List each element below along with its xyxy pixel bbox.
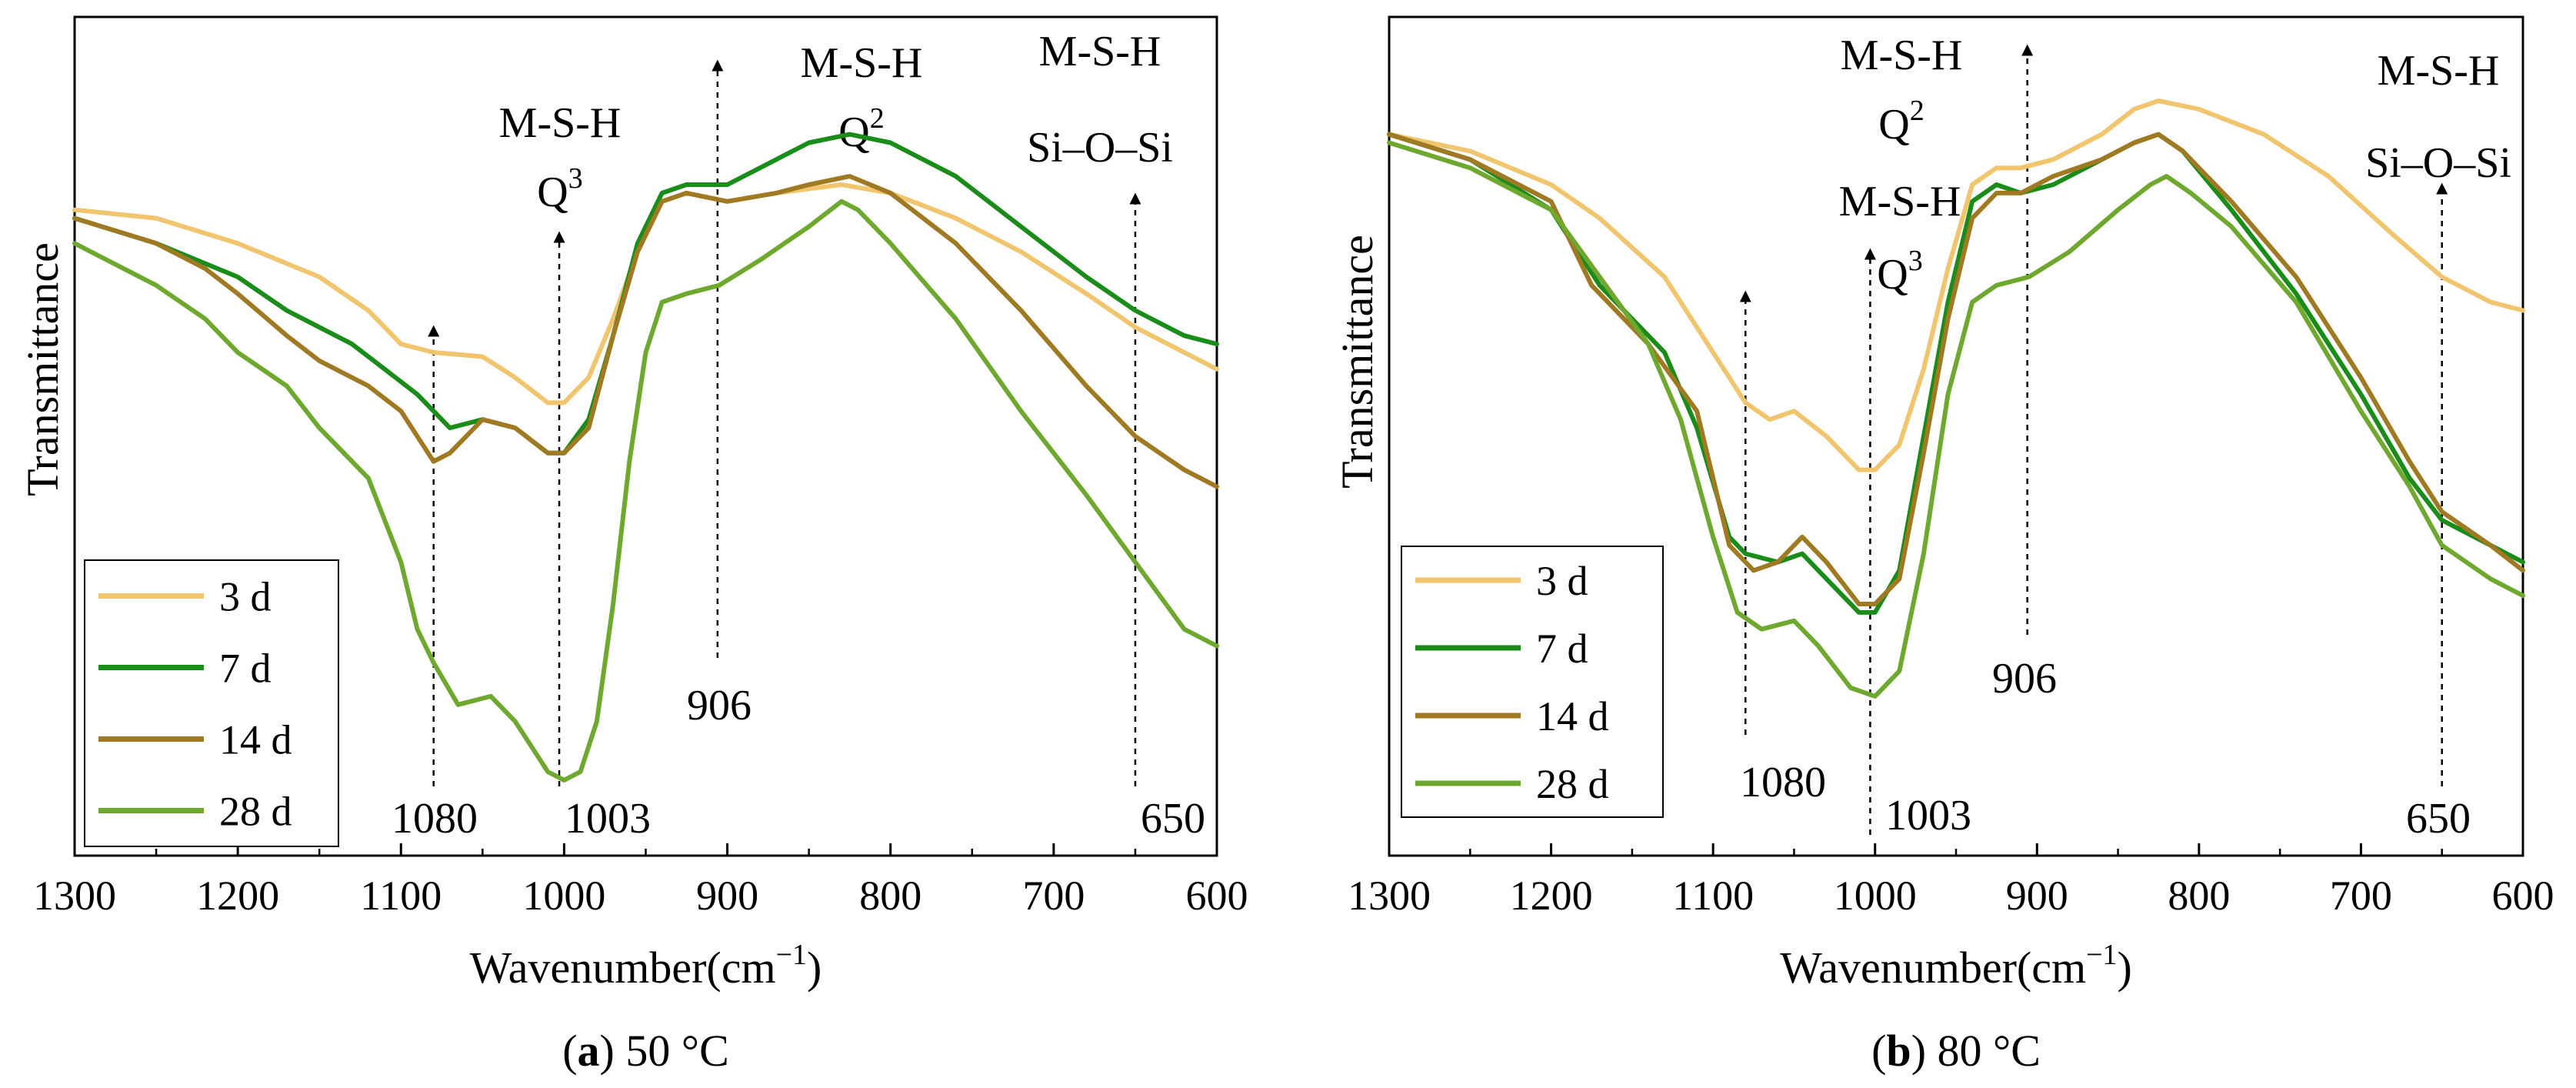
legend: 3 d 7 d 14 d 28 d: [1401, 546, 1664, 818]
series-line-7d: [72, 132, 1219, 456]
caption-title: 80 °C: [1938, 1026, 2041, 1076]
annotation-title-1003: M-S-H: [1839, 178, 1961, 225]
x-axis-title: Wavenumber(cm−1): [470, 939, 822, 993]
x-tick-label: 1000: [1834, 873, 1917, 919]
x-tick-label: 1200: [196, 873, 279, 919]
x-tick-label: 900: [2006, 873, 2068, 919]
annotation-subtitle-1003: Q3: [1877, 245, 1922, 299]
annotation-label-906: 906: [1992, 655, 2057, 703]
x-tick-label: 1000: [522, 873, 605, 919]
x-tick-label: 1100: [1672, 873, 1754, 919]
legend-label-14d: 14 d: [1536, 693, 1609, 739]
legend-label-28d: 28 d: [1536, 761, 1609, 807]
annotation-label-650: 650: [2406, 795, 2471, 843]
x-tick-label: 700: [1022, 873, 1085, 919]
series-line-7d: [1387, 132, 2525, 615]
y-axis-title: Transmittance: [18, 242, 68, 496]
y-axis-title: Transmittance: [1332, 235, 1382, 489]
x-tick-label: 800: [859, 873, 921, 919]
caption-open: (: [1871, 1026, 1886, 1076]
legend-box: [1401, 546, 1664, 818]
x-axis-title-main: Wavenumber(cm: [470, 943, 776, 993]
caption-letter: a: [578, 1026, 600, 1076]
x-tick-label: 1100: [360, 873, 442, 919]
x-axis-title: Wavenumber(cm−1): [1780, 939, 2132, 993]
x-tick-label: 800: [2168, 873, 2230, 919]
annotation-label-1080: 1080: [1740, 759, 1826, 806]
chart-panel-b: 1300 1200 1100 1000 900 800 700 600 Wavenumber(c…: [1332, 15, 2554, 1076]
series-line-28d: [1387, 140, 2525, 699]
annotation-label-1080: 1080: [392, 795, 478, 843]
series-line-3d: [72, 182, 1219, 405]
x-tick-label: 1300: [33, 873, 116, 919]
caption-close: ): [600, 1026, 626, 1076]
annotation-subtitle-906: Q2: [1878, 95, 1924, 149]
legend-label-7d: 7 d: [1536, 626, 1588, 672]
annotation-title-906: M-S-H: [1841, 32, 1963, 79]
x-tick-label: 900: [696, 873, 758, 919]
annotation-title-650: M-S-H: [2378, 47, 2500, 95]
annotation-title-650: M-S-H: [1039, 28, 1161, 75]
x-axis-title-sup: −1: [776, 939, 807, 971]
annotation-title-1003: M-S-H: [499, 99, 622, 147]
annotation-subtitle-906: Q2: [838, 102, 884, 156]
x-tick-label: 1200: [1510, 873, 1593, 919]
x-tick-label: 600: [2492, 873, 2554, 919]
legend-label-3d: 3 d: [219, 574, 272, 620]
caption-letter: b: [1886, 1026, 1911, 1076]
annotation-label-650: 650: [1141, 795, 1205, 843]
x-axis-title-close: ): [807, 943, 821, 993]
annotation-subtitle-1003: Q3: [537, 162, 582, 216]
chart-panel-a: 1300 1200 1100 1000 900 800 700 600 Wavenumber(c…: [18, 15, 1248, 1076]
legend: 3 d 7 d 14 d 28 d: [84, 559, 339, 847]
x-tick-label: 600: [1186, 873, 1248, 919]
panel-caption: (b) 80 °C: [1871, 1026, 2041, 1076]
annotation-label-906: 906: [687, 682, 751, 729]
x-tick-label: 700: [2330, 873, 2392, 919]
x-axis-title-main: Wavenumber(cm: [1780, 943, 2086, 993]
legend-label-14d: 14 d: [219, 717, 292, 763]
annotation-subtitle-650: Si–O–Si: [1027, 124, 1173, 172]
x-tick-label: 1300: [1348, 873, 1431, 919]
annotation-title-906: M-S-H: [801, 39, 923, 87]
series-line-14d: [1387, 132, 2525, 606]
panel-caption: (a) 50 °C: [562, 1026, 729, 1076]
series-line-28d: [72, 199, 1219, 783]
caption-close: ): [1911, 1026, 1938, 1076]
annotation-label-1003: 1003: [565, 795, 651, 843]
x-axis-title-close: ): [2118, 943, 2132, 993]
series-line-3d: [1387, 98, 2525, 472]
annotation-subtitle-650: Si–O–Si: [2365, 139, 2511, 187]
caption-title: 50 °C: [625, 1026, 728, 1076]
legend-box: [84, 559, 339, 847]
annotation-label-1003: 1003: [1885, 792, 1971, 839]
x-axis-title-sup: −1: [2086, 939, 2117, 971]
legend-label-7d: 7 d: [219, 646, 272, 692]
caption-open: (: [562, 1026, 577, 1076]
legend-label-3d: 3 d: [1536, 558, 1588, 604]
series-line-14d: [72, 174, 1219, 489]
legend-label-28d: 28 d: [219, 789, 292, 835]
